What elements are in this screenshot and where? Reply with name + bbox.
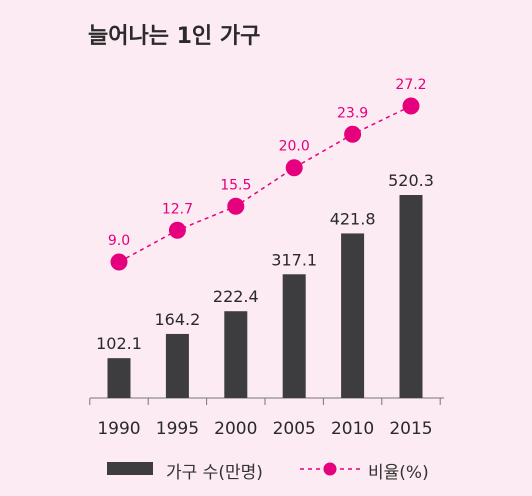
rate-line [118, 105, 412, 263]
rate-point [402, 97, 420, 115]
bar-value-label: 421.8 [330, 209, 376, 228]
bar-1995 [165, 333, 189, 398]
legend: 가구 수(만명) 비율(%) [0, 456, 532, 483]
bar-value-label: 222.4 [213, 287, 259, 306]
bar-2005 [282, 274, 306, 398]
bar-value-label: 164.2 [154, 310, 200, 329]
rate-value-label: 12.7 [162, 201, 193, 217]
x-tick-label: 2015 [389, 419, 432, 439]
rate-point [344, 125, 362, 143]
rate-value-label: 20.0 [279, 139, 310, 155]
rate-value-label: 15.5 [220, 177, 251, 193]
legend-line-label: 비율(%) [368, 463, 429, 483]
rate-value-label: 9.0 [108, 233, 130, 249]
legend-bar-swatch [107, 462, 153, 475]
rate-point [168, 221, 186, 239]
combo-chart: 102.1 1990 164.2 1995 222.4 2000 317.1 2005 421.… [89, 77, 444, 439]
x-tick-label: 2010 [331, 419, 374, 439]
bar-2010 [341, 233, 365, 398]
legend-line-swatch [300, 462, 360, 476]
bar-value-label: 520.3 [388, 171, 434, 190]
bar-value-label: 102.1 [96, 334, 142, 353]
legend-bar-label: 가구 수(만명) [166, 463, 263, 483]
rate-value-label: 23.9 [337, 105, 368, 121]
x-tick-label: 1995 [156, 419, 199, 439]
rate-value-label: 27.2 [395, 77, 426, 93]
x-tick-label: 2005 [273, 419, 316, 439]
x-tick-label: 2000 [214, 419, 257, 439]
x-tick-label: 1990 [97, 419, 140, 439]
chart-title: 늘어나는 1인 가구 [88, 24, 261, 49]
bar-2015 [399, 195, 423, 398]
rate-point [227, 197, 245, 215]
bar-2000 [224, 311, 248, 398]
rate-point [285, 159, 303, 177]
bar-value-label: 317.1 [271, 250, 317, 269]
bar-1990 [107, 358, 131, 398]
rate-point [110, 253, 128, 271]
